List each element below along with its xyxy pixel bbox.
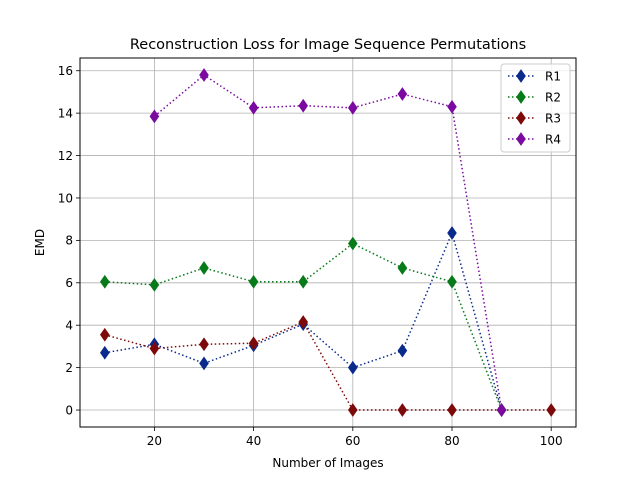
y-tick-label: 2 (65, 361, 73, 375)
data-point-marker (248, 336, 259, 351)
data-point-marker (298, 274, 309, 289)
series-line (104, 321, 552, 411)
data-point-marker (149, 341, 160, 356)
legend-marker (516, 132, 526, 146)
data-point-marker (298, 98, 309, 113)
data-point-marker (397, 343, 408, 358)
data-point-marker (347, 360, 358, 375)
legend-marker (516, 69, 526, 83)
legend-item-r1: R1 (508, 69, 561, 84)
legend-box (500, 63, 571, 153)
legend-label: R4 (545, 133, 561, 147)
x-tick-label: 80 (444, 434, 459, 448)
data-point-marker (347, 403, 358, 417)
data-point-marker (99, 274, 110, 289)
data-point-marker (199, 261, 209, 275)
data-point-marker (546, 403, 557, 417)
data-point-marker (248, 100, 259, 115)
series-lines (99, 68, 557, 417)
data-point-marker (447, 274, 457, 289)
data-point-marker (447, 403, 457, 417)
data-point-marker (248, 274, 259, 289)
data-point-marker (447, 99, 457, 114)
legend-label: R2 (545, 91, 561, 105)
data-point-marker (149, 109, 160, 124)
x-tick-label: 40 (246, 434, 261, 448)
data-point-marker (347, 100, 358, 115)
data-point-marker (397, 261, 408, 275)
data-point-marker (298, 315, 309, 329)
data-point-marker (496, 403, 507, 417)
data-point-marker (397, 87, 408, 101)
data-point-marker (199, 68, 209, 82)
series-r3 (99, 315, 557, 417)
legend-label: R3 (545, 112, 561, 126)
data-point-marker (99, 345, 110, 360)
series-line (104, 230, 503, 411)
legend-marker (516, 90, 526, 104)
data-point-marker (199, 356, 209, 371)
x-tick-label: 100 (540, 434, 563, 448)
y-tick-label: 6 (65, 276, 73, 290)
y-tick-label: 8 (65, 234, 73, 248)
data-point-marker (99, 327, 110, 342)
data-point-marker (447, 226, 457, 240)
legend-label: R1 (545, 70, 561, 84)
plot-frame (79, 57, 577, 428)
legend-item-r2: R2 (508, 90, 561, 105)
x-tick-label: 60 (345, 434, 360, 448)
y-tick-label: 10 (58, 191, 73, 205)
data-point-marker (397, 403, 408, 417)
y-tick-label: 12 (58, 149, 73, 163)
series-line (153, 74, 503, 411)
data-point-marker (199, 337, 209, 352)
legend: R1 R2 R3 R4 (500, 63, 571, 153)
series-r4 (149, 68, 507, 417)
y-axis-label: EMD (33, 229, 47, 256)
x-tick-label: 20 (147, 434, 162, 448)
y-tick-label: 4 (65, 319, 73, 333)
legend-item-r3: R3 (508, 111, 561, 126)
x-axis-label: Number of Images (272, 456, 383, 470)
axis-ticks: 20 40 60 80 100 0 2 4 6 8 10 12 14 16 (58, 64, 563, 448)
chart-title: Reconstruction Loss for Image Sequence P… (130, 37, 526, 53)
y-tick-label: 0 (65, 403, 73, 417)
data-point-marker (149, 278, 160, 292)
data-point-marker (347, 236, 358, 251)
legend-marker (516, 111, 526, 125)
grid-lines (80, 58, 576, 427)
y-tick-label: 14 (58, 106, 73, 120)
legend-item-r4: R4 (508, 132, 561, 147)
y-tick-label: 16 (58, 64, 73, 78)
